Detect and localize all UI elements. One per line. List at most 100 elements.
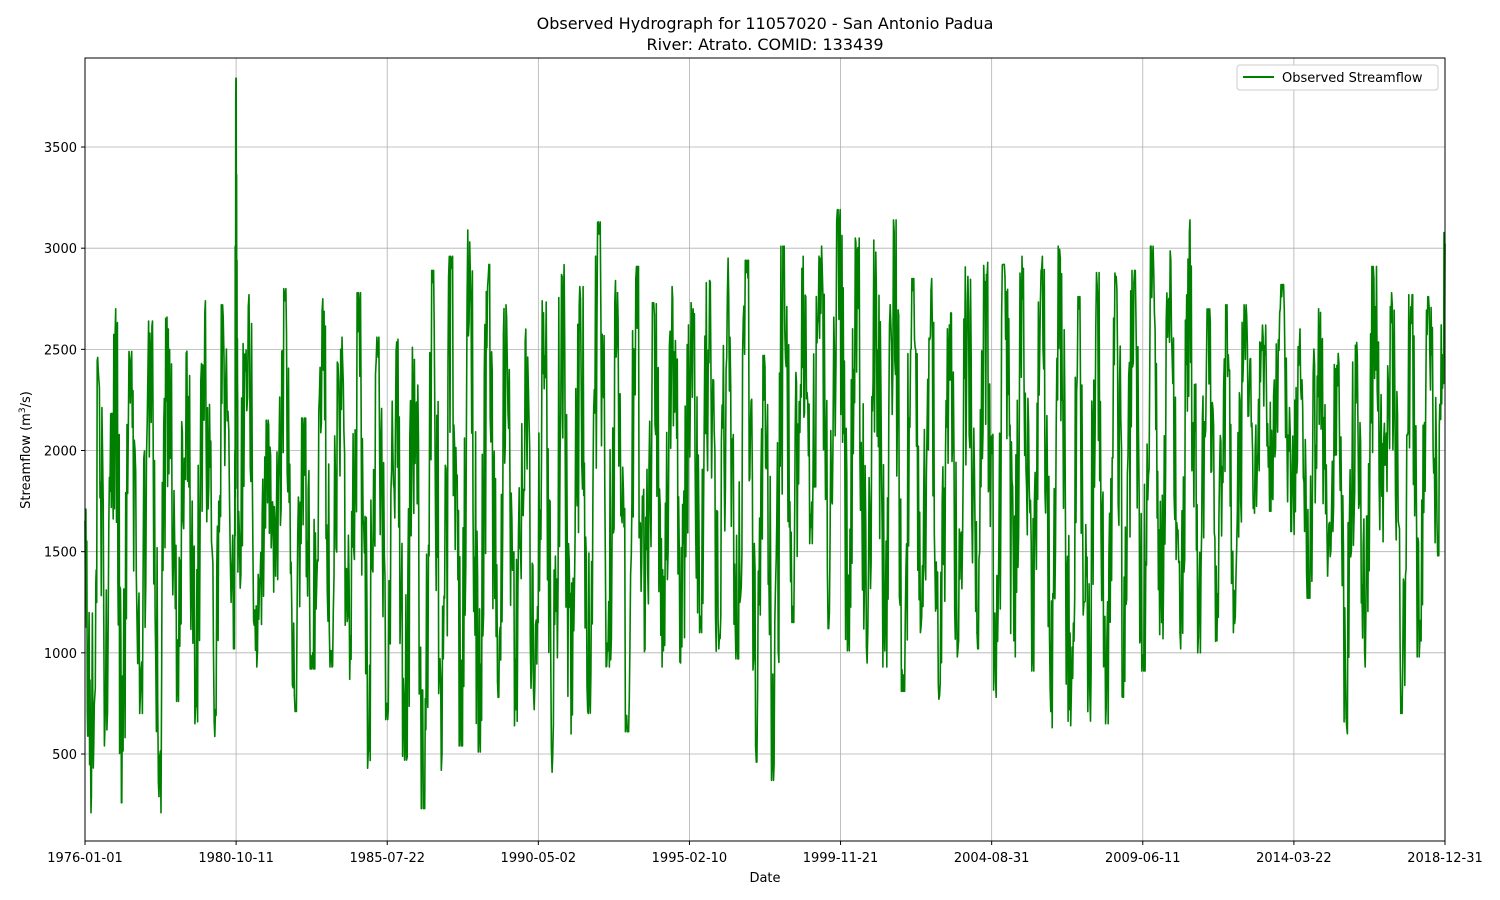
data-point [736, 641, 738, 644]
data-point [607, 650, 609, 652]
data-point [321, 310, 323, 312]
data-point [90, 795, 93, 798]
y-tick-label: 1000 [44, 647, 77, 662]
data-point [404, 743, 407, 745]
data-point [1419, 639, 1421, 642]
data-point [149, 332, 151, 335]
data-point [838, 221, 841, 223]
chart-subtitle: River: Atrato. COMID: 133439 [646, 35, 883, 54]
data-point [468, 241, 471, 243]
data-point [1133, 281, 1135, 284]
x-tick-label: 2018-12-31 [1407, 851, 1483, 866]
data-point [1400, 696, 1403, 699]
x-axis-ticks: 1976-01-01 1980-10-11 1985-07-22 1990-05-02… [47, 841, 1483, 866]
data-point [920, 615, 923, 618]
data-point [681, 646, 683, 648]
data-point [1151, 257, 1154, 260]
data-point [939, 682, 941, 684]
data-point [235, 89, 237, 92]
data-point [441, 753, 443, 755]
data-point [1031, 654, 1034, 656]
data-point [1410, 306, 1412, 308]
data-point [339, 348, 342, 351]
data-point [1004, 275, 1006, 278]
y-tick-label: 500 [52, 748, 77, 763]
data-point [773, 763, 775, 765]
data-point [167, 328, 170, 330]
data-point [948, 324, 951, 326]
data-point [1354, 344, 1357, 347]
x-tick-label: 1985-07-22 [349, 851, 425, 866]
data-point [791, 605, 794, 608]
data-point [158, 795, 160, 798]
data-point [1391, 304, 1394, 306]
data-point [1382, 540, 1384, 543]
data-point [247, 306, 250, 308]
data-point [957, 639, 960, 642]
data-point [213, 720, 215, 723]
data-point [204, 312, 206, 314]
data-point [1345, 716, 1347, 719]
data-point [237, 571, 239, 573]
x-tick-label: 1990-05-02 [501, 851, 577, 866]
data-point [533, 708, 535, 711]
data-point [1096, 283, 1098, 286]
data-point [1253, 496, 1255, 498]
data-point [1087, 710, 1089, 713]
data-point [653, 314, 656, 316]
data-point [330, 650, 333, 652]
data-point [662, 650, 665, 652]
data-point [1290, 530, 1292, 533]
plot-frame [84, 57, 1446, 842]
data-point [185, 352, 187, 355]
data-point [266, 431, 268, 434]
data-point [139, 696, 142, 699]
data-point [1188, 231, 1191, 233]
data-point [884, 650, 886, 652]
data-point [1244, 316, 1246, 318]
data-point [413, 358, 416, 361]
data-point [524, 340, 526, 343]
data-point [967, 275, 969, 278]
data-point [994, 680, 997, 682]
data-point [106, 728, 108, 731]
data-point [616, 291, 619, 294]
data-point [893, 231, 895, 233]
legend-label: Observed Streamflow [1282, 71, 1423, 86]
data-point [828, 611, 831, 614]
data-point [1124, 680, 1126, 682]
data-point [1022, 267, 1025, 270]
data-point [570, 733, 572, 735]
data-point [1271, 494, 1273, 496]
data-point [1280, 295, 1283, 298]
data-point [233, 631, 236, 634]
data-point [284, 300, 287, 302]
data-point [1336, 364, 1338, 367]
data-point [97, 368, 99, 371]
data-point [1170, 259, 1172, 262]
data-point [450, 267, 453, 270]
data-point [810, 526, 812, 529]
data-point [432, 281, 434, 284]
data-point [1068, 708, 1071, 711]
data-point [311, 652, 314, 654]
data-point [551, 755, 554, 757]
data-point [515, 708, 517, 711]
data-point [1299, 328, 1301, 330]
data-point [386, 702, 388, 705]
data-point [1059, 257, 1062, 260]
data-point [865, 646, 868, 648]
data-point [976, 631, 978, 634]
data-point [635, 277, 637, 280]
y-tick-label: 3500 [44, 141, 77, 156]
data-point [764, 366, 766, 369]
data-point [930, 289, 932, 292]
data-point [1077, 308, 1080, 310]
data-point [561, 275, 563, 278]
legend-box [1236, 64, 1439, 91]
x-tick-label: 2014-03-22 [1256, 851, 1332, 866]
data-point [1040, 267, 1043, 270]
data-point [376, 348, 379, 351]
data-point [302, 429, 305, 432]
y-tick-label: 3000 [44, 242, 77, 257]
